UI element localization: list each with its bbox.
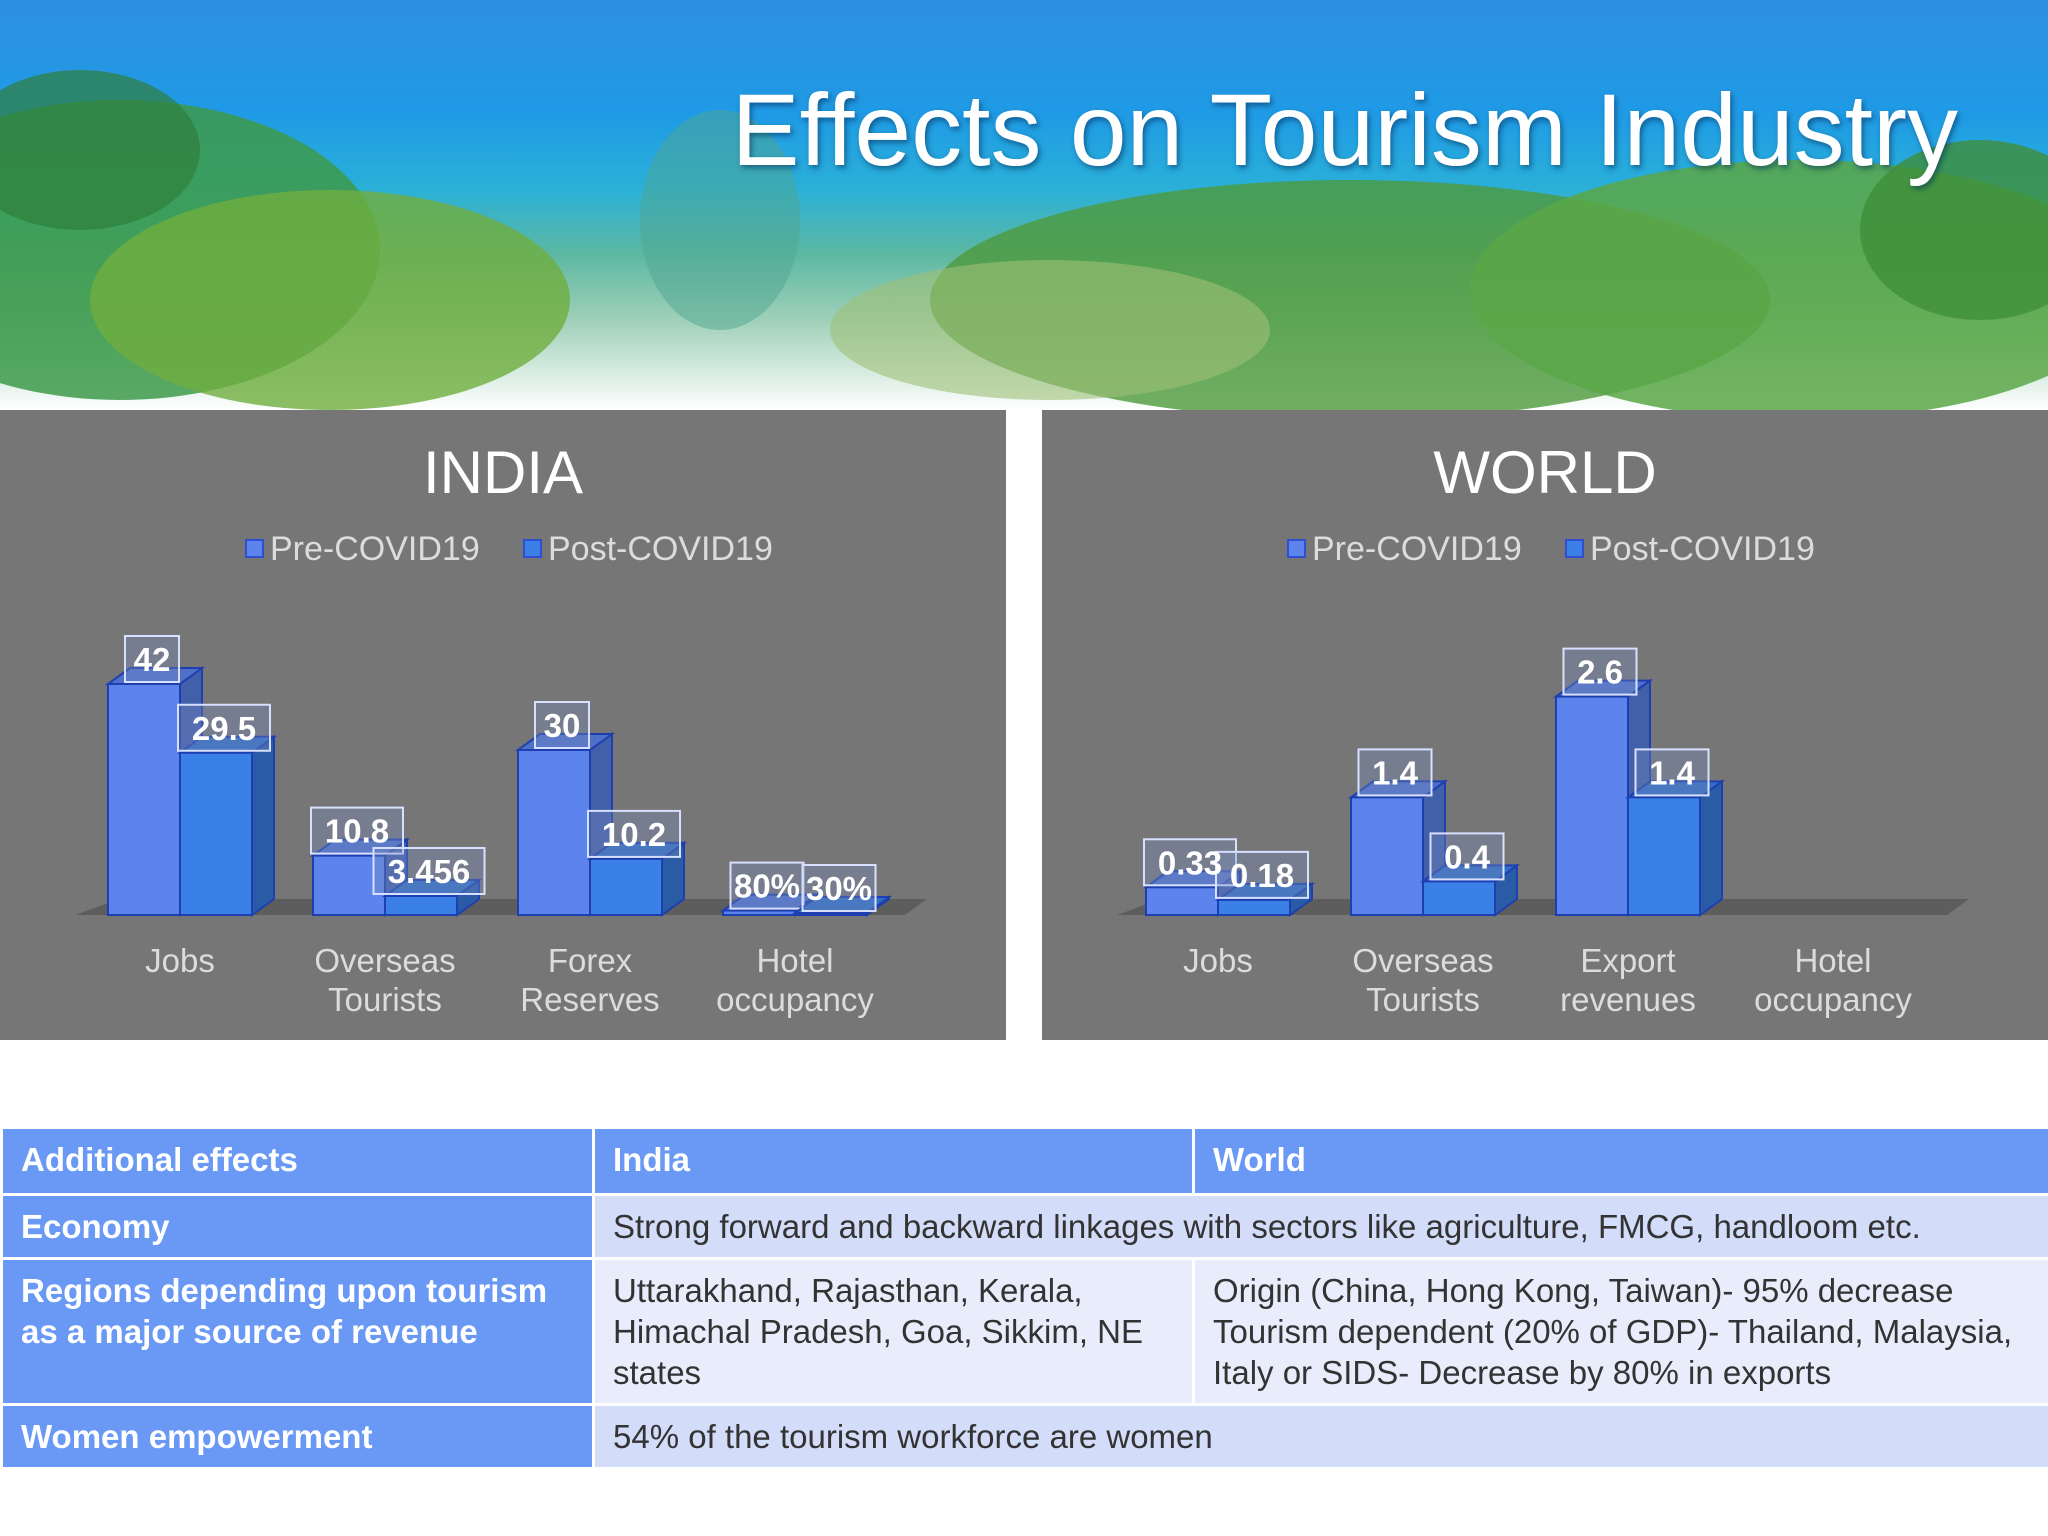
india-chart-panel: INDIA Pre-COVID19 Post-COVID19 Jobs Overs… <box>0 410 1006 1040</box>
world-data-label-1-1: 0.4 <box>1444 838 1491 875</box>
legend-swatch-icon <box>1565 538 1584 558</box>
india-data-label-0-1: 10.8 <box>325 813 389 850</box>
women-empowerment-value: 54% of the tourism workforce are women <box>592 1403 2048 1470</box>
india-bar-pre-2 <box>514 732 616 917</box>
world-bar-post-2 <box>1624 779 1726 917</box>
india-data-label-box-1-3 <box>801 864 877 912</box>
world-bar-post-1 <box>1419 863 1521 917</box>
india-bar-post-1 <box>381 878 483 917</box>
india-legend-post: Post-COVID19 <box>523 530 773 569</box>
india-data-label-box-1-0 <box>177 703 271 752</box>
india-category-label-1: Overseas Tourists <box>314 942 455 1018</box>
india-data-label-box-0-1 <box>310 806 404 855</box>
world-data-label-box-1-0 <box>1215 850 1309 899</box>
table-header-row: Additional effects India World <box>0 1126 2048 1196</box>
world-bar-pre-1 <box>1347 779 1449 917</box>
india-data-label-box-1-2 <box>587 809 681 858</box>
regions-india-value: Uttarakhand, Rajasthan, Kerala, Himachal… <box>592 1257 1195 1406</box>
india-category-label-2: Forex Reserves <box>520 942 659 1018</box>
india-chart-floor <box>75 899 927 915</box>
india-category-label-3: Hotel occupancy <box>716 942 874 1018</box>
world-data-label-box-1-1 <box>1429 832 1505 881</box>
world-legend-pre: Pre-COVID19 <box>1287 530 1522 569</box>
world-data-label-0-1: 1.4 <box>1372 754 1419 791</box>
world-chart-panel: WORLD Pre-COVID19 Post-COVID19 Jobs Overs… <box>1042 410 2048 1040</box>
world-bar-post-0 <box>1214 881 1316 917</box>
india-data-label-0-2: 30 <box>544 707 581 744</box>
table-row: Regions depending upon tourism as a majo… <box>0 1257 2048 1406</box>
header-india: India <box>592 1126 1195 1196</box>
india-legend-pre: Pre-COVID19 <box>245 530 480 569</box>
world-data-label-0-2: 2.6 <box>1577 654 1623 691</box>
world-bar-chart: Jobs Overseas Tourists Export revenues Hotel o… <box>1117 647 1969 1018</box>
economy-value: Strong forward and backward linkages wit… <box>592 1193 2048 1260</box>
legend-swatch-icon <box>523 538 542 558</box>
world-data-label-box-0-0 <box>1143 838 1237 887</box>
world-data-label-box-0-1 <box>1357 748 1433 797</box>
india-data-label-box-1-1 <box>372 846 486 895</box>
world-category-label-2: Export revenues <box>1560 942 1696 1018</box>
india-category-label-0: Jobs <box>145 942 215 979</box>
header-world: World <box>1192 1126 2048 1196</box>
world-category-label-3: Hotel occupancy <box>1754 942 1912 1018</box>
india-data-label-0-3: 80% <box>734 868 800 905</box>
india-bar-post-2 <box>586 840 688 917</box>
india-data-label-1-3: 30% <box>806 870 872 907</box>
india-data-label-box-0-2 <box>534 701 590 749</box>
header-additional-effects: Additional effects <box>0 1126 595 1196</box>
india-bar-post-0 <box>176 734 278 917</box>
world-data-label-1-0: 0.18 <box>1230 857 1294 894</box>
world-data-label-1-2: 1.4 <box>1649 754 1696 791</box>
row-label-regions: Regions depending upon tourism as a majo… <box>0 1257 595 1406</box>
world-data-label-box-0-2 <box>1562 647 1638 696</box>
row-label-economy: Economy <box>0 1193 595 1260</box>
india-data-label-1-1: 3.456 <box>388 853 471 890</box>
india-chart-title: INDIA <box>422 439 584 506</box>
india-bar-post-3 <box>791 895 893 917</box>
india-bar-chart: Jobs Overseas Tourists Forex Reserves Hotel oc… <box>75 635 927 1018</box>
world-category-label-1: Overseas Tourists <box>1352 942 1493 1018</box>
india-data-label-1-2: 10.2 <box>602 816 666 853</box>
legend-swatch-icon <box>245 538 264 558</box>
world-category-label-0: Jobs <box>1183 942 1253 979</box>
table-row: Economy Strong forward and backward link… <box>0 1193 2048 1260</box>
reef-illustration <box>0 70 2048 410</box>
world-legend-post: Post-COVID19 <box>1565 530 1815 569</box>
world-data-label-0-0: 0.33 <box>1158 844 1222 881</box>
india-data-label-0-0: 42 <box>134 641 171 678</box>
world-chart-title: WORLD <box>1433 439 1657 506</box>
row-label-women: Women empowerment <box>0 1403 595 1470</box>
table-row: Women empowerment 54% of the tourism wor… <box>0 1403 2048 1470</box>
india-data-label-box-0-0 <box>124 635 180 683</box>
header-banner-image: Effects on Tourism Industry <box>0 0 2048 410</box>
additional-effects-table: Additional effects India World Economy S… <box>0 1126 2048 1470</box>
india-data-label-1-0: 29.5 <box>192 710 256 747</box>
world-data-label-box-1-2 <box>1634 748 1710 797</box>
legend-swatch-icon <box>1287 538 1306 558</box>
page-title: Effects on Tourism Industry <box>731 73 1958 187</box>
world-chart-floor <box>1117 899 1969 915</box>
india-data-label-box-0-3 <box>729 861 805 910</box>
regions-world-value: Origin (China, Hong Kong, Taiwan)- 95% d… <box>1192 1257 2048 1406</box>
